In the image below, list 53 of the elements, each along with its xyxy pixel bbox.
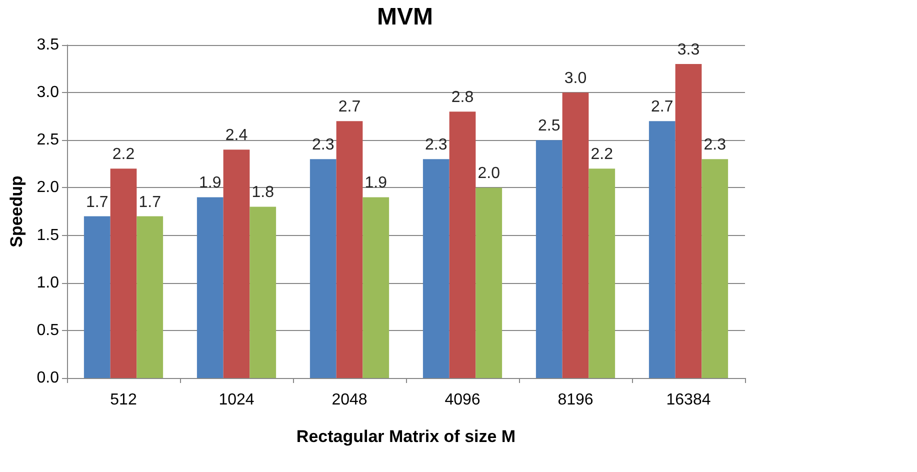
data-label: 1.9 — [199, 174, 222, 192]
y-tick-label: 1.5 — [36, 226, 60, 244]
data-label: 2.4 — [225, 127, 248, 144]
bar — [362, 197, 390, 378]
bar — [675, 64, 702, 378]
y-tick-label: 2.0 — [36, 179, 60, 196]
bar — [250, 206, 276, 378]
bar — [223, 150, 250, 378]
x-tick-label: 4096 — [444, 392, 480, 408]
data-label: 2.3 — [312, 136, 334, 154]
bar — [110, 168, 137, 378]
y-tick-label: 2.5 — [36, 132, 60, 149]
x-tick-label: 16384 — [666, 392, 711, 408]
bar — [536, 140, 562, 378]
y-tick-label: 0.5 — [36, 322, 60, 339]
data-label: 3.3 — [677, 42, 700, 59]
x-tick-label: 2048 — [332, 392, 368, 408]
bar — [648, 121, 676, 378]
x-tick-label: 1024 — [218, 392, 254, 408]
data-label: 2.3 — [425, 136, 448, 154]
chart-title: MVM — [377, 4, 433, 30]
bar — [449, 112, 476, 378]
bar — [588, 168, 616, 378]
data-label: 1.7 — [86, 194, 108, 211]
x-tick-label: 512 — [110, 392, 137, 408]
data-label: 3.0 — [564, 70, 587, 88]
data-label: 2.7 — [338, 98, 361, 116]
data-label: 1.9 — [364, 174, 388, 192]
bar — [476, 188, 502, 378]
data-label: 2.0 — [478, 165, 500, 182]
bar — [84, 216, 110, 378]
x-axis-title: Rectagular Matrix of size M — [296, 427, 516, 446]
y-tick-label: 3.5 — [36, 36, 60, 54]
bar — [136, 216, 164, 378]
y-axis-title: Speedup — [7, 176, 26, 248]
data-label: 2.7 — [651, 98, 674, 116]
data-label: 2.2 — [112, 146, 135, 164]
data-label: 2.8 — [451, 89, 474, 106]
bar — [196, 197, 224, 378]
bar — [562, 92, 589, 378]
y-tick-label: 3.0 — [36, 84, 60, 102]
x-tick-label: 8196 — [558, 392, 594, 408]
data-label: 2.2 — [590, 146, 614, 164]
data-label: 1.7 — [138, 194, 162, 211]
data-label: 2.5 — [538, 118, 560, 135]
data-label: 1.8 — [252, 184, 274, 202]
bar — [336, 121, 363, 378]
bar — [310, 159, 336, 378]
bar — [422, 159, 450, 378]
data-label: 2.3 — [704, 136, 726, 154]
y-tick-label: 0.0 — [36, 370, 60, 386]
y-tick-label: 1.0 — [36, 274, 60, 292]
bar — [702, 159, 728, 378]
